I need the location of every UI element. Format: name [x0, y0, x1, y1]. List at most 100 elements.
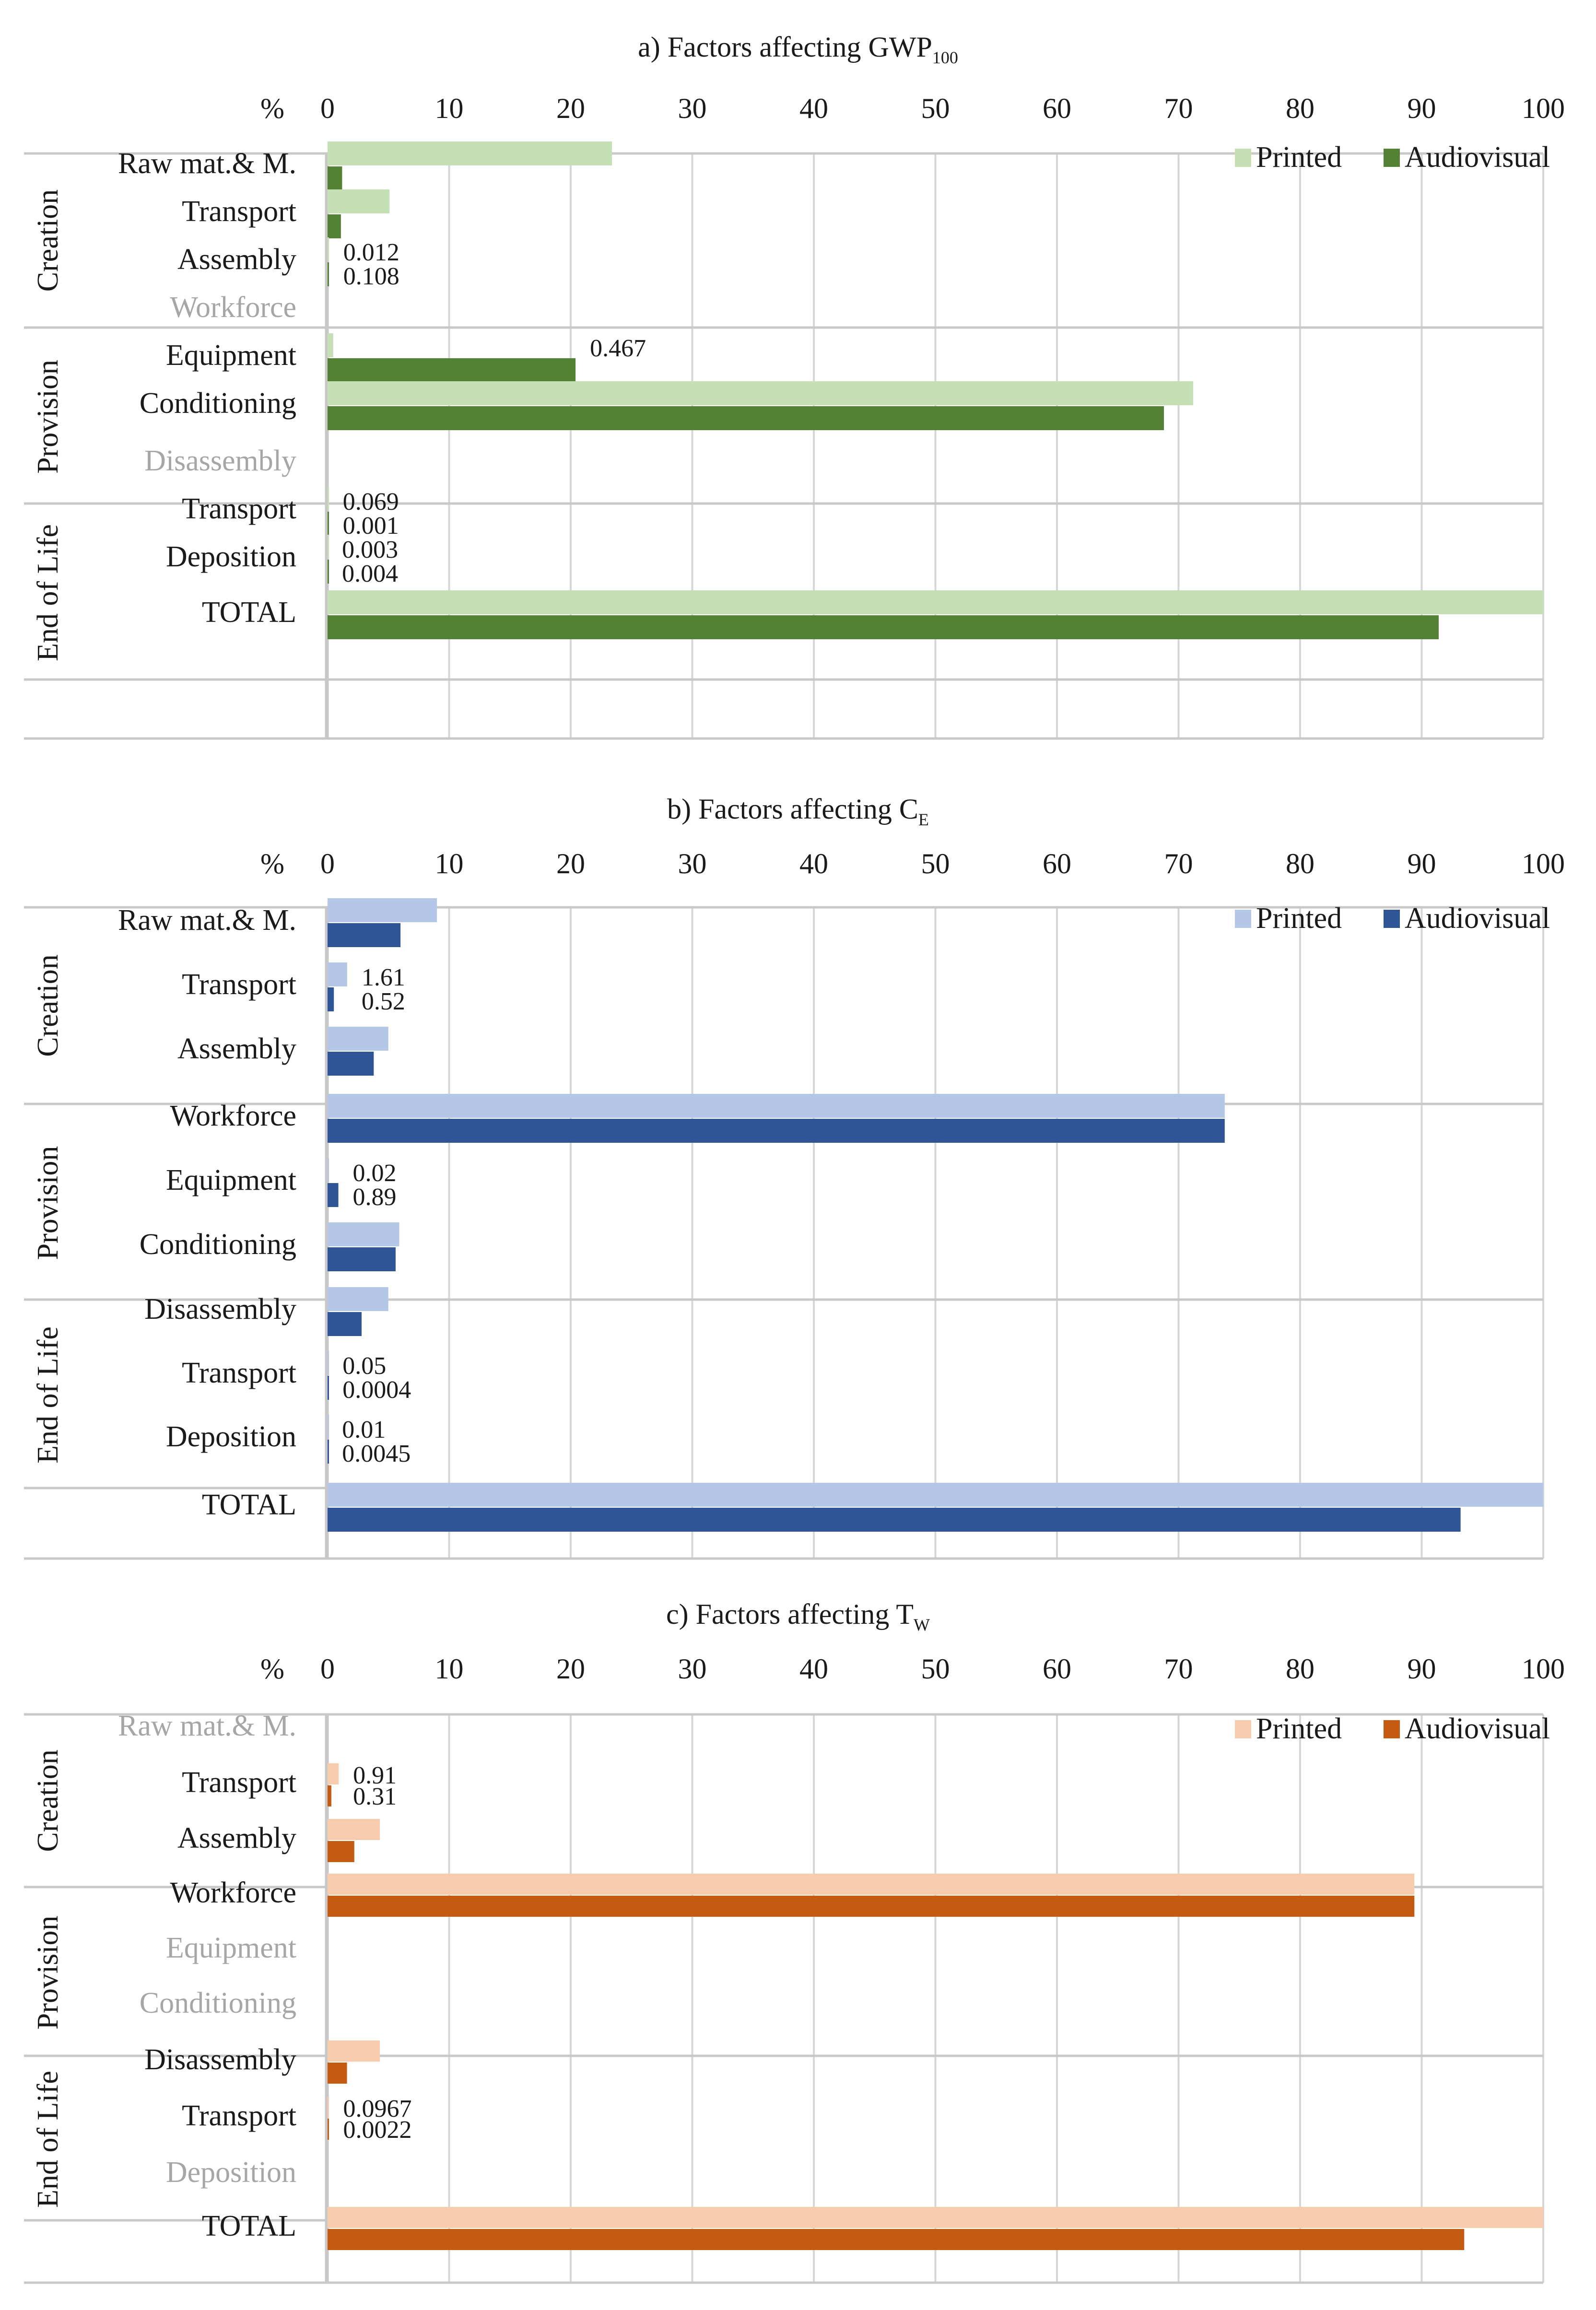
- panel1-x-tick-label: 20: [556, 93, 585, 124]
- panel3-data-label: 0.91: [353, 1762, 397, 1789]
- panel2-bar-audiovisual: [328, 1312, 362, 1336]
- panel2-bar-audiovisual: [328, 923, 401, 947]
- panel1-x-tick-label: 30: [678, 93, 707, 124]
- panel2-bar-audiovisual: [328, 1183, 339, 1207]
- panel2-data-label: 0.52: [362, 988, 405, 1015]
- panel3-bar-printed: [328, 2097, 329, 2118]
- panel3-data-label: 0.0022: [343, 2116, 411, 2144]
- panel2-x-tick-label: 10: [435, 848, 464, 879]
- panel2-x-tick-label: 90: [1408, 848, 1436, 879]
- panel2-bar-printed: [328, 1094, 1225, 1118]
- panel2-axis-label: %: [260, 848, 284, 879]
- panel2-data-label: 0.02: [353, 1160, 397, 1187]
- panel1-bar-audiovisual: [328, 615, 1439, 639]
- panel1-category-label: TOTAL: [202, 596, 296, 629]
- panel2-bar-printed: [328, 1027, 388, 1051]
- panel2-category-label: Deposition: [166, 1420, 296, 1453]
- panel2-data-label: 1.61: [362, 964, 405, 991]
- panel1-legend-swatch-audiovisual: [1384, 149, 1400, 167]
- panel2-phase-label: Provision: [32, 1146, 64, 1260]
- panel3-chart-title: c) Factors affecting TW: [666, 1598, 930, 1634]
- panel2-category-label: TOTAL: [202, 1489, 296, 1521]
- panel1-legend-label-audiovisual: Audiovisual: [1405, 141, 1550, 174]
- panel1-x-tick-label: 80: [1286, 93, 1314, 124]
- panel1-bar-audiovisual: [328, 512, 329, 536]
- panel3-x-tick-label: 80: [1286, 1653, 1314, 1685]
- panel3-category-label: Disassembly: [144, 2043, 296, 2076]
- panel2-phase-label: Creation: [32, 954, 64, 1057]
- panel3-bar-printed: [328, 1874, 1415, 1895]
- panel3-x-tick-label: 90: [1408, 1653, 1436, 1685]
- panel1-category-label: Equipment: [166, 339, 296, 372]
- panel3-bar-printed: [328, 1819, 380, 1840]
- panel2-bar-audiovisual: [328, 987, 334, 1011]
- panel3-category-label: Transport: [182, 1766, 296, 1799]
- panel3-x-tick-label: 50: [921, 1653, 950, 1685]
- panel2-bar-printed: [328, 1158, 329, 1182]
- panel3-x-tick-label: 0: [320, 1653, 335, 1685]
- panel2-category-label: Disassembly: [144, 1293, 296, 1325]
- panel2-x-tick-label: 0: [320, 848, 335, 879]
- panel1-x-tick-label: 40: [799, 93, 828, 124]
- panel2-bar-printed: [328, 1222, 399, 1246]
- panel2-category-label: Raw mat.& M.: [118, 904, 296, 937]
- panel2-category-label: Workforce: [170, 1100, 296, 1132]
- panel3-bar-audiovisual: [328, 1896, 1415, 1917]
- chart-panel-2: b) Factors affecting CE% 0 10 20 30 40 50 60 70 8…: [24, 793, 1565, 1560]
- panel2-category-label: Equipment: [166, 1164, 296, 1196]
- panel2-bar-audiovisual: [328, 1508, 1461, 1532]
- panel1-data-label: 0.001: [343, 512, 399, 539]
- panel1-bar-printed: [328, 381, 1193, 405]
- panel3-bar-audiovisual: [328, 2063, 347, 2084]
- panel2-x-tick-label: 20: [556, 848, 585, 879]
- panel1-category-label: Disassembly: [144, 445, 296, 477]
- panel2-data-label: 0.89: [353, 1184, 397, 1211]
- panel1-axis-label: %: [260, 93, 284, 124]
- panel1-data-label: 0.004: [342, 560, 398, 587]
- panel3-x-tick-label: 10: [435, 1653, 464, 1685]
- panel3-legend-swatch-audiovisual: [1384, 1720, 1400, 1738]
- panel2-bar-audiovisual: [328, 1119, 1225, 1143]
- panel3-bar-audiovisual: [328, 2229, 1465, 2250]
- panel1-data-label: 0.467: [590, 335, 646, 362]
- panel3-axis-label: %: [260, 1653, 284, 1685]
- panel1-bar-printed: [328, 333, 333, 357]
- panel1-x-tick-label: 70: [1164, 93, 1193, 124]
- panel1-bar-audiovisual: [328, 358, 576, 382]
- panel1-bar-audiovisual: [328, 560, 329, 584]
- panel1-category-label: Deposition: [166, 540, 296, 573]
- panel1-bar-printed: [328, 141, 612, 165]
- panel2-bar-printed: [328, 1351, 329, 1375]
- panel2-data-label: 0.01: [342, 1416, 386, 1443]
- panel3-x-tick-label: 60: [1043, 1653, 1071, 1685]
- panel3-category-label: Transport: [182, 2099, 296, 2132]
- panel3-phase-label: End of Life: [32, 2071, 64, 2208]
- panel1-bar-printed: [328, 189, 390, 213]
- panel1-x-tick-label: 50: [921, 93, 950, 124]
- panel1-data-label: 0.108: [343, 263, 399, 290]
- chart-panel-1: a) Factors affecting GWP100% 0 10 20 30 40 50 6…: [24, 31, 1565, 740]
- panel3-x-tick-label: 100: [1522, 1653, 1565, 1685]
- panel1-bar-printed: [328, 590, 1543, 614]
- panel1-data-label: 0.003: [342, 536, 398, 563]
- panel2-bar-printed: [328, 962, 347, 986]
- panel1-bar-printed: [328, 487, 329, 511]
- chart-panel-3: c) Factors affecting TW% 0 10 20 30 40 50 60 70 8…: [24, 1598, 1565, 2284]
- panel1-category-label: Conditioning: [140, 387, 296, 420]
- panel3-category-label: TOTAL: [202, 2210, 296, 2242]
- panel1-chart-title: a) Factors affecting GWP100: [638, 31, 958, 67]
- panel1-category-label: Assembly: [177, 243, 296, 276]
- panel2-bar-audiovisual: [328, 1376, 329, 1400]
- panel3-legend-label-audiovisual: Audiovisual: [1405, 1712, 1550, 1745]
- panel2-legend-swatch-audiovisual: [1384, 910, 1400, 928]
- panel2-x-tick-label: 30: [678, 848, 707, 879]
- panel2-bar-audiovisual: [328, 1052, 374, 1076]
- panel3-x-tick-label: 20: [556, 1653, 585, 1685]
- panel1-bar-audiovisual: [328, 262, 329, 286]
- panel3-category-label: Workforce: [170, 1876, 296, 1909]
- panel1-legend-swatch-printed: [1235, 149, 1251, 167]
- panel1-x-tick-label: 100: [1522, 93, 1565, 124]
- panel3-bar-audiovisual: [328, 1785, 331, 1806]
- panel3-category-label: Equipment: [166, 1932, 296, 1964]
- panel1-bar-audiovisual: [328, 406, 1164, 430]
